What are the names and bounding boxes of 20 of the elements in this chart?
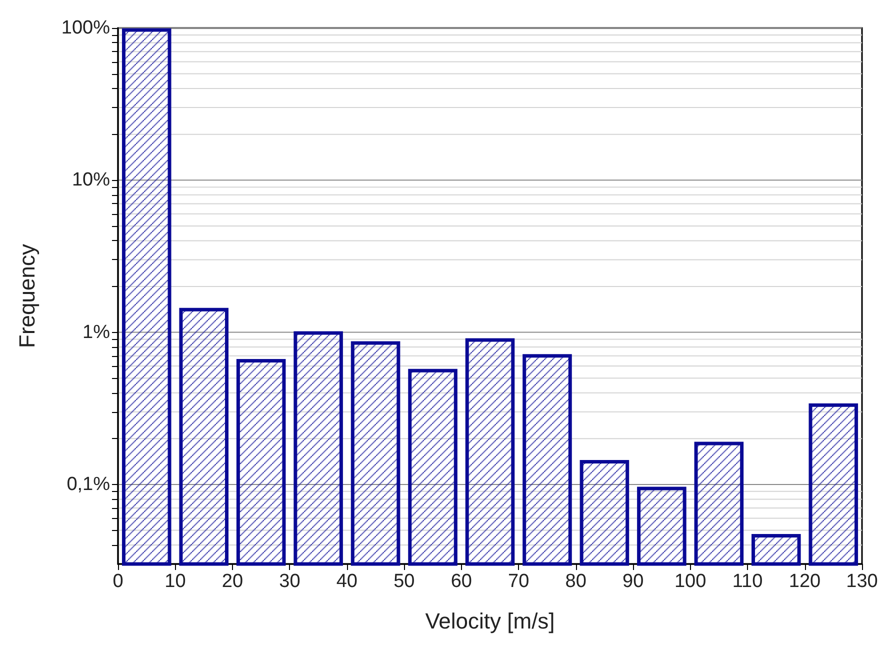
x-tick-label: 130 <box>846 571 878 592</box>
x-tick-label: 80 <box>565 571 586 592</box>
y-tick-label: 10% <box>72 170 110 191</box>
x-tick-label: 20 <box>222 571 244 592</box>
x-tick-label: 0 <box>112 571 124 592</box>
y-tick-label: 1% <box>82 322 110 343</box>
x-tick-label: 30 <box>279 571 300 592</box>
x-tick-label: 60 <box>450 571 472 592</box>
x-tick-label: 70 <box>508 571 530 592</box>
x-tick-label: 40 <box>336 571 358 592</box>
x-tick-label: 100 <box>674 571 706 592</box>
y-tick-label: 0,1% <box>66 474 110 495</box>
x-axis-title: Velocity [m/s] <box>425 608 555 634</box>
y-tick-label: 100% <box>61 18 110 38</box>
x-tick-label: 110 <box>732 571 763 592</box>
x-tick-label: 10 <box>164 571 186 592</box>
x-tick-label: 90 <box>622 571 644 592</box>
y-axis-title: Frequency <box>14 244 40 348</box>
x-tick-label: 50 <box>394 571 415 592</box>
x-tick-label: 120 <box>788 571 821 592</box>
